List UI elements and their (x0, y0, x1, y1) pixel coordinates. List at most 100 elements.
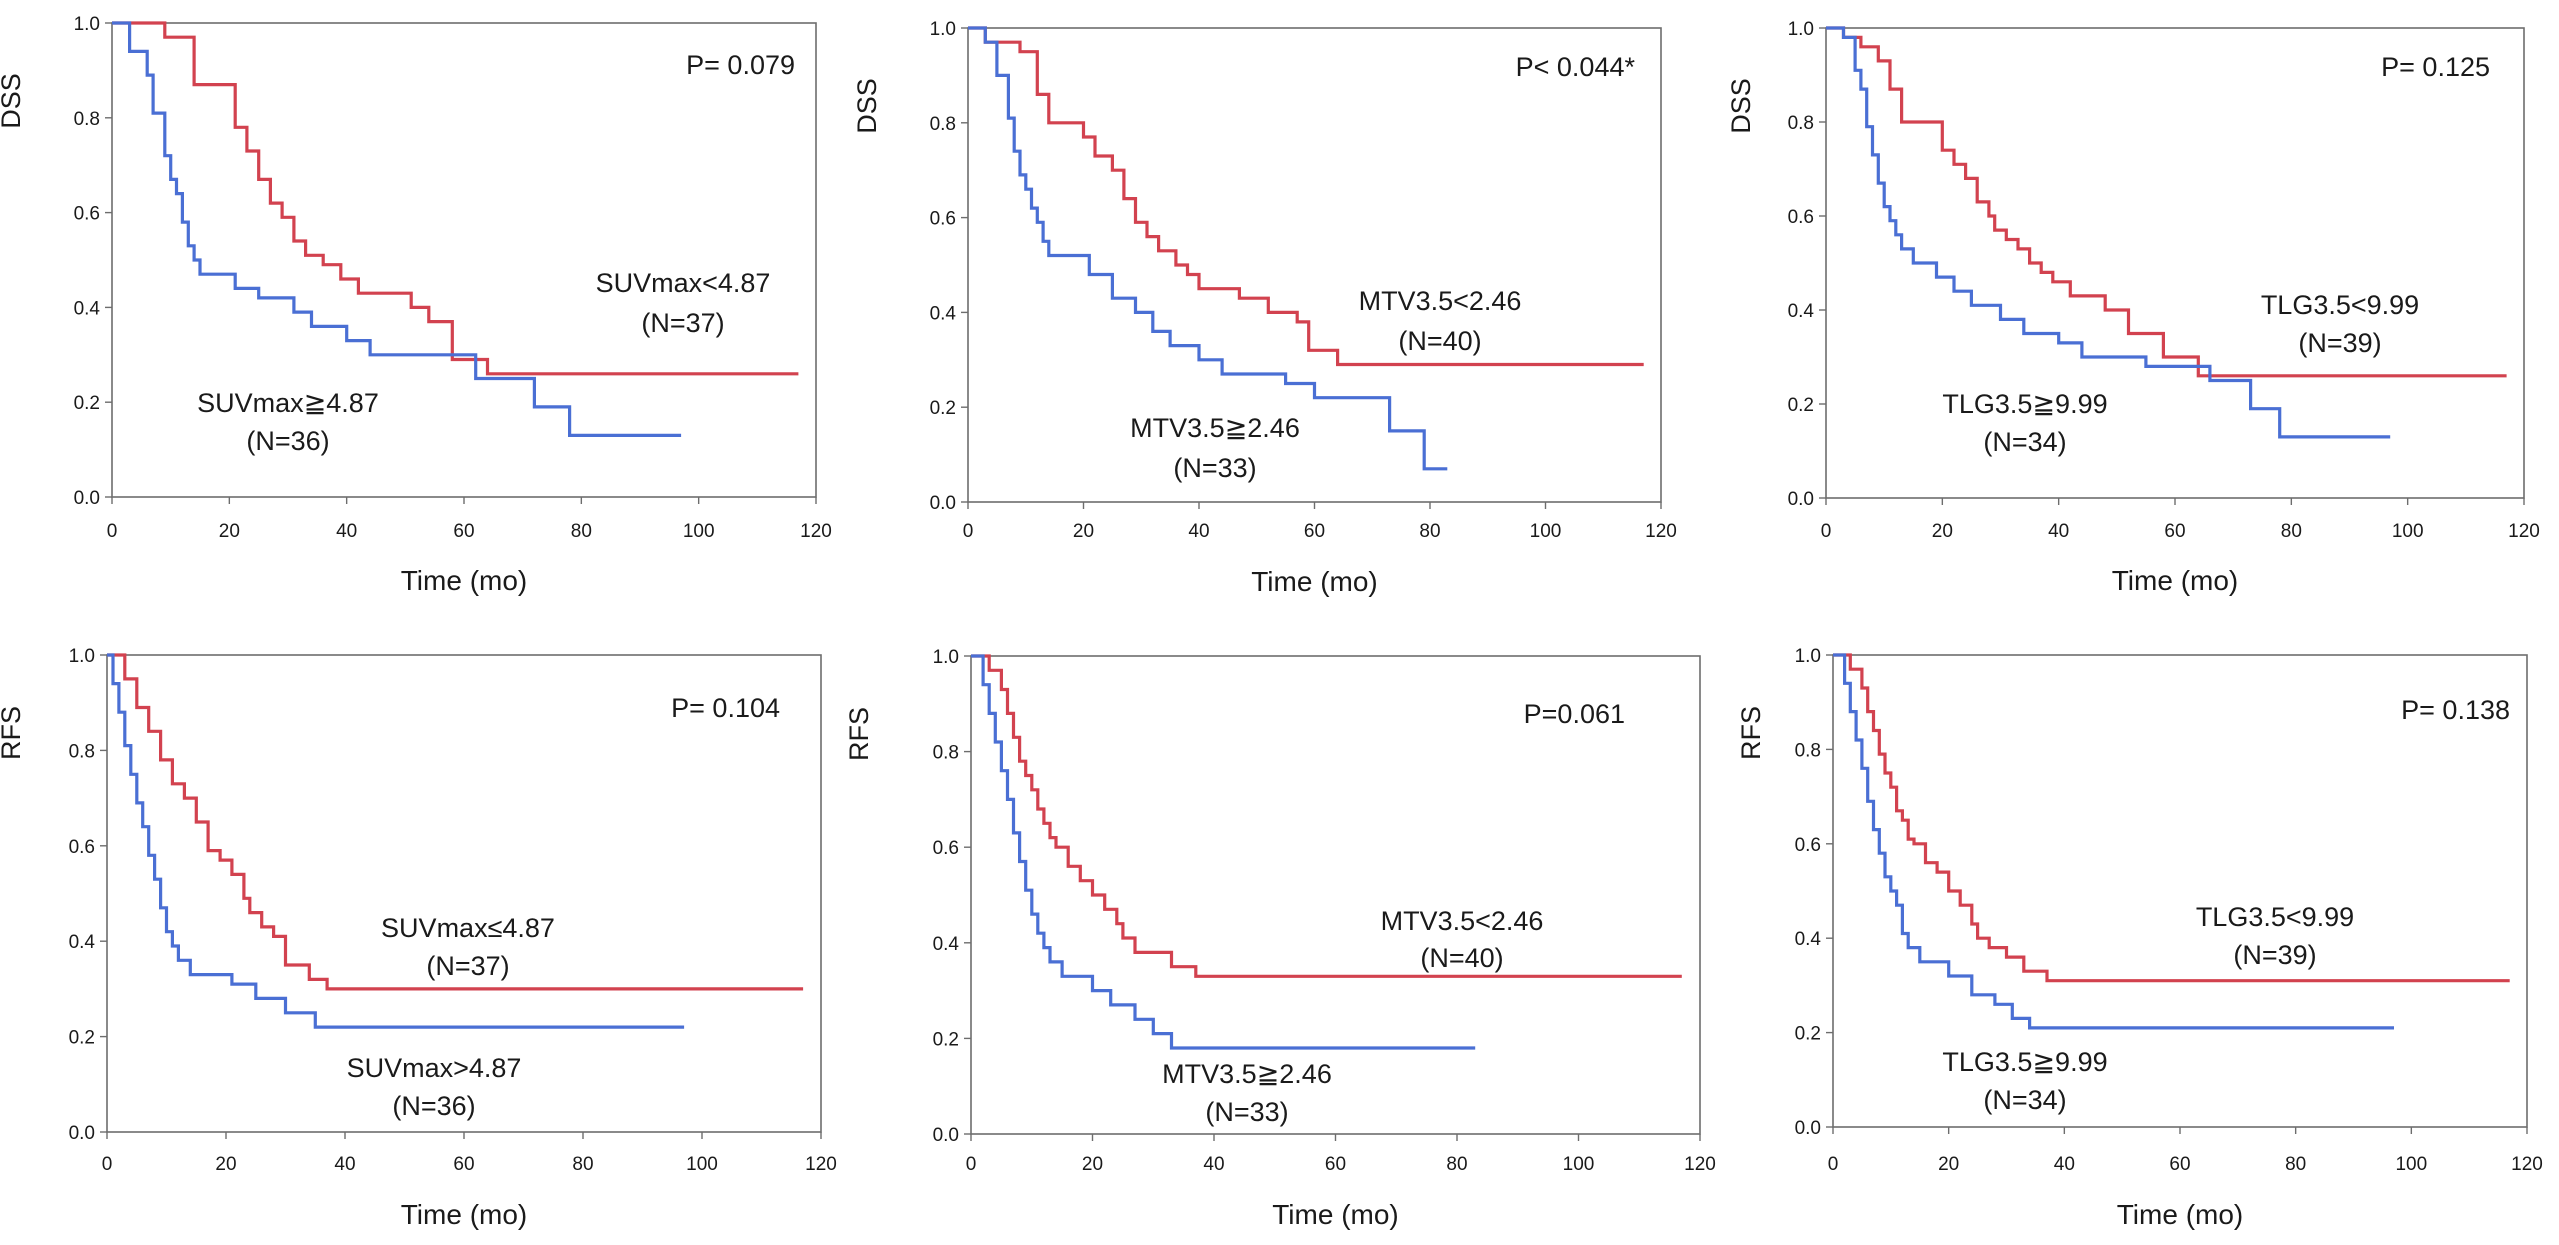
y-tick-label: 0.6 (1795, 835, 1821, 856)
x-tick-label: 120 (2508, 521, 2540, 542)
y-axis-title: DSS (1726, 78, 1756, 134)
x-tick-label: 60 (453, 521, 474, 542)
y-tick-label: 0.6 (933, 838, 959, 859)
y-tick-label: 0.4 (933, 934, 960, 955)
group-n-high: (N=33) (1205, 1097, 1288, 1127)
x-tick-label: 40 (2048, 521, 2069, 542)
x-tick-label: 0 (1821, 521, 1832, 542)
plot-frame (1832, 654, 2528, 1128)
survival-curve-high-group (112, 21, 682, 437)
x-tick-label: 80 (2285, 1154, 2306, 1175)
plot-grid: 0.0 0.2 0.4 0.6 0.8 1.0 0 20 40 60 80 100 120 Time (m… (0, 14, 2543, 1230)
km-plot-dss-suvmax: 0.0 0.2 0.4 0.6 0.8 1.0 0 20 40 60 80 100 120 Time (m… (0, 14, 832, 596)
group-label-low: MTV3.5<2.46 (1359, 286, 1522, 316)
plot-frame (111, 22, 817, 498)
x-tick-label: 80 (2281, 521, 2302, 542)
y-tick-label: 1.0 (74, 14, 100, 35)
x-axis-title: Time (mo) (401, 565, 528, 596)
x-tick-label: 120 (1645, 521, 1677, 542)
x-tick-label: 20 (219, 521, 240, 542)
y-tick-label: 1.0 (933, 647, 959, 668)
x-tick-label: 80 (1419, 521, 1440, 542)
x-tick-label: 120 (805, 1154, 837, 1175)
group-n-low: (N=37) (426, 951, 509, 981)
y-tick-label: 0.6 (930, 209, 956, 230)
survival-curve-high-group (968, 26, 1448, 471)
y-tick-label: 0.2 (1795, 1024, 1821, 1045)
y-tick-label: 0.4 (930, 303, 957, 324)
y-tick-label: 0.4 (69, 932, 96, 953)
x-tick-label: 20 (1932, 521, 1953, 542)
y-tick-label: 1.0 (1788, 19, 1814, 40)
group-n-high: (N=36) (246, 426, 329, 456)
y-tick-label: 0.8 (933, 743, 959, 764)
group-label-low: MTV3.5<2.46 (1381, 906, 1544, 936)
y-tick-label: 0.4 (1788, 301, 1815, 322)
p-value-label: P=0.061 (1524, 699, 1625, 729)
x-tick-label: 40 (1188, 521, 1209, 542)
survival-curve-low-group (968, 26, 1644, 367)
p-value-label: P< 0.044* (1516, 52, 1636, 82)
y-tick-label: 0.8 (1795, 740, 1821, 761)
y-tick-label: 0.6 (74, 204, 100, 225)
y-axis-title: RFS (1736, 706, 1766, 760)
survival-curve-high-group (1826, 26, 2391, 439)
x-tick-label: 0 (102, 1154, 113, 1175)
group-label-high: TLG3.5≧9.99 (1942, 389, 2107, 419)
y-tick-label: 0.0 (1788, 489, 1814, 510)
group-label-low: TLG3.5<9.99 (2196, 902, 2354, 932)
y-tick-label: 0.2 (930, 398, 956, 419)
group-label-high: TLG3.5≧9.99 (1942, 1047, 2107, 1077)
survival-curve-low-group (107, 653, 804, 991)
plot-frame (967, 27, 1662, 503)
x-tick-label: 100 (1563, 1154, 1595, 1175)
group-n-low: (N=40) (1420, 943, 1503, 973)
y-tick-label: 0.2 (74, 393, 100, 414)
x-tick-label: 0 (107, 521, 118, 542)
x-tick-label: 100 (683, 521, 715, 542)
km-plot-rfs-tlg: 0.0 0.2 0.4 0.6 0.8 1.0 0 20 40 60 80 100 120 Time (m… (1736, 646, 2543, 1230)
km-plot-rfs-mtv: 0.0 0.2 0.4 0.6 0.8 1.0 0 20 40 60 80 100 120 Time (m… (844, 647, 1716, 1230)
x-tick-label: 100 (1530, 521, 1562, 542)
y-tick-label: 0.2 (933, 1029, 959, 1050)
x-tick-label: 40 (1203, 1154, 1224, 1175)
y-tick-label: 0.0 (933, 1125, 959, 1146)
group-label-high: MTV3.5≧2.46 (1130, 413, 1300, 443)
x-tick-label: 20 (215, 1154, 236, 1175)
y-tick-label: 1.0 (69, 646, 95, 667)
p-value-label: P= 0.104 (671, 693, 780, 723)
y-tick-label: 1.0 (1795, 646, 1821, 667)
y-tick-label: 0.6 (1788, 207, 1814, 228)
y-axis-title: RFS (844, 707, 874, 761)
x-tick-label: 20 (1938, 1154, 1959, 1175)
y-tick-label: 0.8 (1788, 113, 1814, 134)
x-tick-label: 120 (800, 521, 832, 542)
km-plot-dss-mtv: 0.0 0.2 0.4 0.6 0.8 1.0 0 20 40 60 80 100 120 Time (m… (852, 19, 1677, 597)
y-tick-label: 0.2 (1788, 395, 1814, 416)
y-axis-title: RFS (0, 706, 26, 760)
group-n-low: (N=40) (1398, 326, 1481, 356)
x-tick-label: 120 (2511, 1154, 2543, 1175)
group-n-high: (N=34) (1983, 1085, 2066, 1115)
x-tick-label: 100 (686, 1154, 718, 1175)
y-tick-label: 0.8 (74, 109, 100, 130)
p-value-label: P= 0.079 (686, 50, 795, 80)
y-tick-label: 0.0 (1795, 1118, 1821, 1139)
survival-curve-high-group (971, 654, 1476, 1050)
y-tick-label: 0.0 (74, 488, 100, 509)
x-tick-label: 100 (2392, 521, 2424, 542)
y-tick-label: 0.0 (930, 493, 956, 514)
x-tick-label: 40 (336, 521, 357, 542)
survival-curve-low-group (1826, 26, 2507, 378)
y-axis-title: DSS (0, 73, 26, 129)
x-tick-label: 40 (334, 1154, 355, 1175)
y-tick-label: 0.4 (74, 298, 101, 319)
y-tick-label: 1.0 (930, 19, 956, 40)
x-tick-label: 120 (1684, 1154, 1716, 1175)
survival-curve-low-group (112, 21, 799, 376)
group-label-high: SUVmax>4.87 (347, 1053, 522, 1083)
x-tick-label: 60 (1304, 521, 1325, 542)
survival-curve-low-group (1833, 653, 2510, 983)
x-tick-label: 20 (1082, 1154, 1103, 1175)
survival-curve-high-group (1833, 653, 2394, 1030)
